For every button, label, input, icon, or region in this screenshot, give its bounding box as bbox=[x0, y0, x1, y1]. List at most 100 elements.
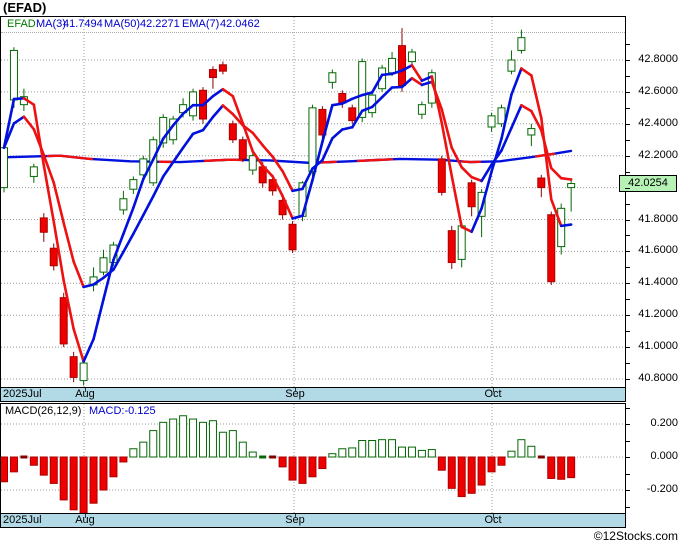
month-tick bbox=[295, 514, 296, 518]
macd-axis-tick bbox=[625, 490, 630, 491]
macd-bar bbox=[20, 455, 28, 459]
candle bbox=[467, 179, 476, 217]
macd-bar bbox=[368, 440, 377, 458]
date-label-jul: 2025Jul bbox=[3, 514, 42, 526]
macd-axis-tick bbox=[625, 457, 630, 458]
candle bbox=[1, 144, 8, 193]
macd-bar bbox=[9, 456, 18, 473]
candle bbox=[497, 104, 506, 127]
candle bbox=[328, 69, 337, 89]
candle bbox=[288, 221, 297, 253]
price-axis-tick bbox=[625, 251, 630, 253]
macd-bar bbox=[79, 456, 88, 514]
macd-bar bbox=[179, 415, 188, 458]
date-label-aug: Aug bbox=[75, 388, 95, 400]
price-axis-tick bbox=[625, 107, 630, 109]
macd-bar bbox=[149, 430, 158, 458]
price-axis-label: 42.4000 bbox=[638, 116, 678, 129]
macd-bar bbox=[557, 456, 566, 480]
candle bbox=[527, 123, 536, 147]
price-axis-tick bbox=[625, 155, 630, 157]
macd-bar bbox=[407, 446, 416, 458]
ema7-legend-label: EMA(7) bbox=[182, 18, 220, 30]
macd-bar bbox=[517, 439, 526, 458]
month-tick bbox=[295, 388, 296, 392]
candle bbox=[129, 176, 138, 194]
price-axis-tick bbox=[625, 315, 630, 317]
macd-bar bbox=[477, 456, 486, 486]
macd-bar bbox=[99, 456, 108, 491]
price-axis-tick bbox=[625, 91, 630, 93]
macd-bar bbox=[318, 456, 327, 470]
macd-bar bbox=[358, 440, 367, 458]
candle bbox=[59, 292, 68, 348]
date-label-aug: Aug bbox=[75, 514, 95, 526]
price-axis-tick bbox=[625, 139, 630, 141]
macd-bar bbox=[507, 450, 516, 458]
macd-bar bbox=[278, 456, 287, 468]
price-axis-tick bbox=[625, 75, 630, 77]
macd-bar bbox=[547, 456, 556, 479]
macd-bar bbox=[328, 453, 337, 458]
candle bbox=[79, 359, 88, 386]
macd-bar bbox=[1, 456, 8, 483]
price-axis-tick bbox=[625, 283, 630, 285]
macd-axis-tick bbox=[625, 424, 630, 425]
candles-group bbox=[1, 28, 576, 386]
candle bbox=[228, 120, 237, 143]
ma50-legend-value: 42.2271 bbox=[140, 18, 180, 30]
macd-chart-canvas bbox=[1, 404, 625, 514]
macd-bar bbox=[388, 439, 397, 458]
macd-bar bbox=[259, 455, 267, 459]
macd-bar bbox=[378, 439, 387, 458]
macd-bar bbox=[447, 456, 456, 489]
macd-bar bbox=[457, 456, 466, 498]
price-chart-panel: EFAD MA(3) 41.7494 MA(50) 42.2271 EMA(7)… bbox=[0, 16, 626, 402]
macd-value-label: MACD:-0.125 bbox=[89, 405, 156, 417]
macd-bar bbox=[29, 456, 38, 466]
macd-bar bbox=[159, 421, 168, 458]
macd-bar bbox=[298, 456, 307, 484]
macd-bar bbox=[109, 456, 118, 478]
date-label-jul: 2025Jul bbox=[3, 388, 42, 400]
macd-bar bbox=[49, 456, 58, 484]
macd-bar bbox=[89, 456, 98, 504]
ema7-legend-value: 42.0462 bbox=[220, 18, 260, 30]
price-axis-label: 42.8000 bbox=[638, 53, 678, 65]
price-axis-tick bbox=[625, 123, 630, 125]
candle bbox=[89, 267, 98, 292]
price-axis-label: 41.4000 bbox=[638, 276, 678, 289]
month-tick bbox=[85, 514, 86, 518]
price-axis-tick bbox=[625, 299, 630, 301]
price-axis-label: 41.6000 bbox=[638, 244, 678, 257]
candle bbox=[348, 104, 357, 124]
macd-bar bbox=[238, 441, 247, 458]
price-axis-tick bbox=[625, 331, 630, 333]
price-axis-tick bbox=[625, 60, 630, 61]
macd-bar bbox=[208, 420, 217, 458]
candle bbox=[159, 114, 168, 148]
macd-axis-tick bbox=[625, 473, 630, 475]
macd-bar bbox=[189, 418, 198, 458]
macd-axis-label: -0.200 bbox=[646, 483, 678, 495]
macd-axis-tick bbox=[625, 407, 630, 409]
candle bbox=[308, 104, 317, 177]
date-label-sep: Sep bbox=[285, 388, 305, 400]
price-axis-tick bbox=[625, 347, 630, 349]
candle bbox=[208, 66, 217, 89]
macd-panel: MACD(26,12,9) MACD:-0.125 2025Jul Aug Se… bbox=[0, 403, 626, 528]
candle bbox=[39, 213, 48, 242]
candle bbox=[218, 61, 227, 75]
price-axis-label: 42.6000 bbox=[638, 84, 678, 97]
ma3-line bbox=[2, 64, 573, 363]
candle bbox=[437, 155, 446, 196]
macd-bar bbox=[199, 421, 207, 458]
macd-bar bbox=[218, 431, 227, 458]
macd-bar bbox=[398, 446, 406, 458]
date-label-sep: Sep bbox=[285, 514, 305, 526]
macd-axis-tick bbox=[625, 506, 630, 508]
macd-bar bbox=[567, 456, 576, 479]
price-axis-tick bbox=[625, 363, 630, 365]
date-axis-macd: 2025Jul Aug Sep Oct bbox=[1, 513, 625, 527]
